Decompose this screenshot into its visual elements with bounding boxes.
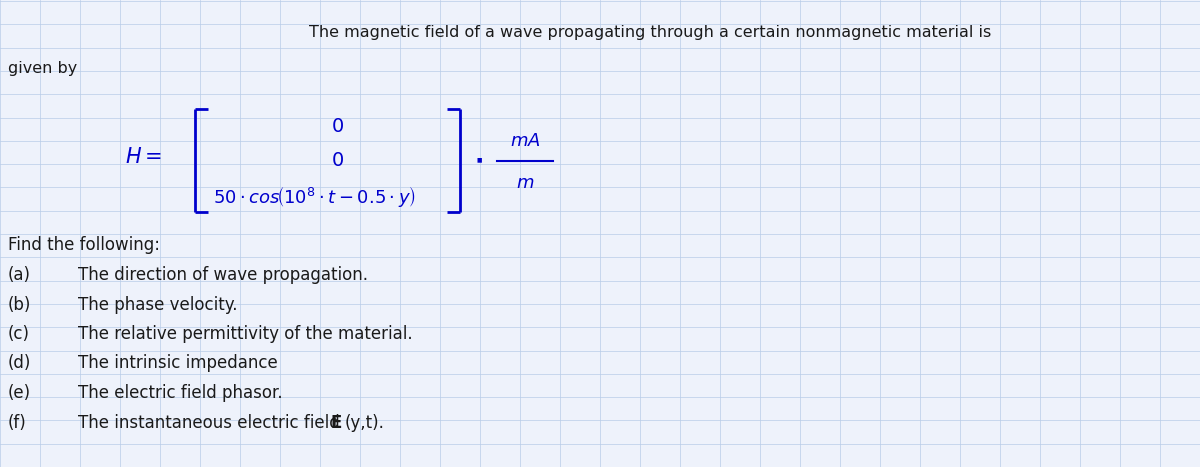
- Text: (d): (d): [8, 354, 31, 373]
- Text: (e): (e): [8, 384, 31, 402]
- Text: E: E: [330, 413, 341, 432]
- Text: given by: given by: [8, 62, 77, 77]
- Text: $\mathit{m}$: $\mathit{m}$: [516, 174, 534, 191]
- Text: The phase velocity.: The phase velocity.: [78, 296, 238, 313]
- Text: The relative permittivity of the material.: The relative permittivity of the materia…: [78, 325, 413, 343]
- Text: (c): (c): [8, 325, 30, 343]
- Text: The direction of wave propagation.: The direction of wave propagation.: [78, 266, 368, 284]
- Text: $\mathit{mA}$: $\mathit{mA}$: [510, 132, 540, 149]
- Text: $50 \cdot \mathit{cos}\!\left(10^8 \cdot \mathit{t} - 0.5 \cdot \mathit{y}\right: $50 \cdot \mathit{cos}\!\left(10^8 \cdot…: [214, 184, 416, 209]
- Text: $0$: $0$: [331, 117, 344, 136]
- Text: (a): (a): [8, 266, 31, 284]
- Text: (f): (f): [8, 413, 26, 432]
- Text: The magnetic field of a wave propagating through a certain nonmagnetic material : The magnetic field of a wave propagating…: [308, 24, 991, 40]
- Text: The intrinsic impedance: The intrinsic impedance: [78, 354, 277, 373]
- Text: The electric field phasor.: The electric field phasor.: [78, 384, 283, 402]
- Text: The instantaneous electric field: The instantaneous electric field: [78, 413, 346, 432]
- Text: (y,t).: (y,t).: [346, 413, 385, 432]
- Text: $0$: $0$: [331, 151, 344, 170]
- Text: (b): (b): [8, 296, 31, 313]
- Text: Find the following:: Find the following:: [8, 236, 160, 254]
- Text: $\mathit{H}=$: $\mathit{H}=$: [125, 147, 162, 167]
- Text: $\boldsymbol{\cdot}$: $\boldsymbol{\cdot}$: [474, 149, 482, 172]
